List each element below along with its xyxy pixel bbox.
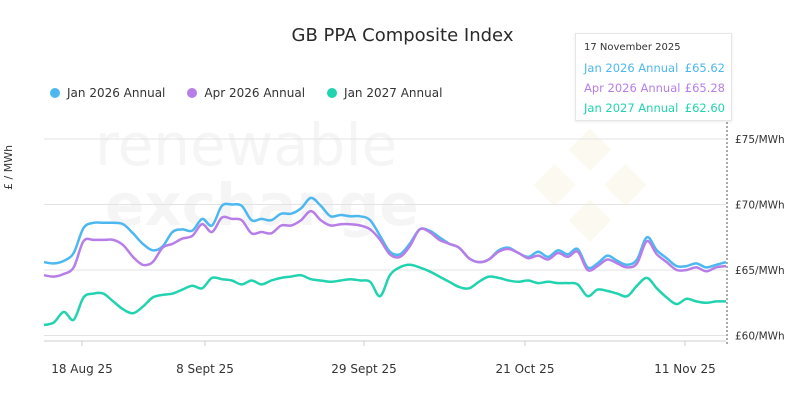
tooltip-row-jan-2027: Jan 2027 Annual £62.60 <box>584 101 725 115</box>
legend-item-jan-2027[interactable]: Jan 2027 Annual <box>327 86 442 100</box>
tooltip-label: Apr 2026 Annual <box>584 81 681 95</box>
watermark-logo <box>533 128 647 242</box>
y-tick-label: £60/MWh <box>735 331 785 343</box>
series-line-jan-2026-annual[interactable] <box>43 196 727 270</box>
legend-marker-apr-2026 <box>187 88 198 98</box>
series-line-apr-2026-annual[interactable] <box>43 209 727 278</box>
series-line-jan-2027-annual[interactable] <box>43 263 727 327</box>
y-tick-label: £75/MWh <box>735 134 785 146</box>
series-lines <box>43 196 727 327</box>
x-tick-label: 21 Oct 25 <box>496 362 555 376</box>
x-tick-label: 18 Aug 25 <box>51 362 113 376</box>
tooltip-label: Jan 2026 Annual <box>584 61 679 75</box>
grid <box>44 138 726 336</box>
chart-title: GB PPA Composite Index <box>291 25 514 46</box>
tooltip-value: £65.28 <box>684 81 725 95</box>
legend-marker-jan-2026 <box>50 88 60 98</box>
y-axis-label: £ / MWh <box>2 144 15 190</box>
tooltip-value: £62.60 <box>684 101 725 115</box>
y-tick-label: £65/MWh <box>735 265 785 277</box>
x-tick-label: 11 Nov 25 <box>654 362 716 376</box>
legend: Jan 2026 Annual Apr 2026 Annual Jan 2027… <box>50 86 442 100</box>
hover-tooltip: 17 November 2025 Jan 2026 Annual £65.62 … <box>575 33 732 121</box>
legend-item-jan-2026[interactable]: Jan 2026 Annual <box>50 86 165 100</box>
legend-item-apr-2026[interactable]: Apr 2026 Annual <box>187 86 305 100</box>
legend-label: Jan 2027 Annual <box>344 86 443 100</box>
x-tick-label: 8 Sept 25 <box>176 362 234 376</box>
legend-marker-jan-2027 <box>327 88 338 98</box>
y-tick-label: £70/MWh <box>735 200 785 212</box>
legend-label: Jan 2026 Annual <box>67 86 166 100</box>
watermark-line1: renewable <box>95 111 397 179</box>
tooltip-date: 17 November 2025 <box>584 42 681 53</box>
tooltip-value: £65.62 <box>684 61 725 75</box>
axes: £60/MWh £65/MWh £70/MWh £75/MWh 18 Aug 25 8 S… <box>44 118 785 376</box>
tooltip-row-apr-2026: Apr 2026 Annual £65.28 <box>584 81 725 95</box>
x-tick-label: 29 Sept 25 <box>331 362 397 376</box>
tooltip-row-jan-2026: Jan 2026 Annual £65.62 <box>584 61 725 75</box>
tooltip-label: Jan 2027 Annual <box>584 101 679 115</box>
legend-label: Apr 2026 Annual <box>204 86 306 100</box>
